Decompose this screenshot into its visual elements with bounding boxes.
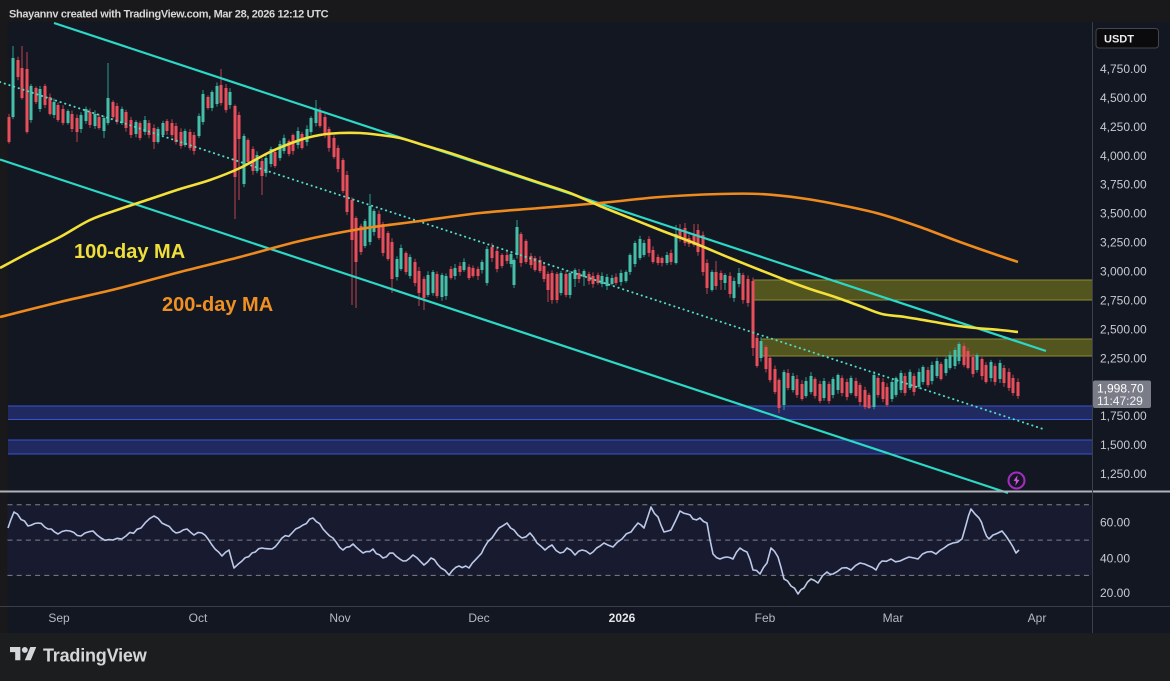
svg-text:Feb: Feb [755,611,776,625]
svg-text:Shayannv created with TradingV: Shayannv created with TradingView.com, M… [9,9,329,21]
svg-text:200-day MA: 200-day MA [162,294,273,316]
svg-text:1,998.70: 1,998.70 [1097,382,1144,396]
svg-text:3,000.00: 3,000.00 [1100,265,1147,279]
svg-text:11:47:29: 11:47:29 [1097,394,1143,408]
svg-text:Sep: Sep [48,611,70,625]
svg-text:TradingView: TradingView [43,646,148,666]
svg-text:Dec: Dec [468,611,489,625]
svg-text:2,500.00: 2,500.00 [1100,322,1147,336]
svg-text:60.00: 60.00 [1100,515,1130,529]
svg-text:20.00: 20.00 [1100,586,1130,600]
svg-text:1,500.00: 1,500.00 [1100,438,1147,452]
svg-text:40.00: 40.00 [1100,551,1130,565]
svg-text:3,750.00: 3,750.00 [1100,178,1147,192]
svg-text:4,000.00: 4,000.00 [1100,149,1147,163]
svg-text:1,750.00: 1,750.00 [1100,409,1147,423]
svg-text:4,500.00: 4,500.00 [1100,91,1147,105]
svg-text:3,250.00: 3,250.00 [1100,236,1147,250]
svg-text:100-day MA: 100-day MA [74,241,185,263]
svg-text:Nov: Nov [329,611,350,625]
svg-text:Apr: Apr [1028,611,1047,625]
svg-text:Mar: Mar [883,611,904,625]
svg-text:3,500.00: 3,500.00 [1100,207,1147,221]
svg-text:USDT: USDT [1104,34,1134,46]
svg-text:2,750.00: 2,750.00 [1100,293,1147,307]
svg-text:2,250.00: 2,250.00 [1100,351,1147,365]
svg-text:1,250.00: 1,250.00 [1100,467,1147,481]
svg-text:Oct: Oct [189,611,208,625]
svg-text:4,250.00: 4,250.00 [1100,120,1147,134]
svg-text:2026: 2026 [609,611,636,625]
svg-text:4,750.00: 4,750.00 [1100,62,1147,76]
